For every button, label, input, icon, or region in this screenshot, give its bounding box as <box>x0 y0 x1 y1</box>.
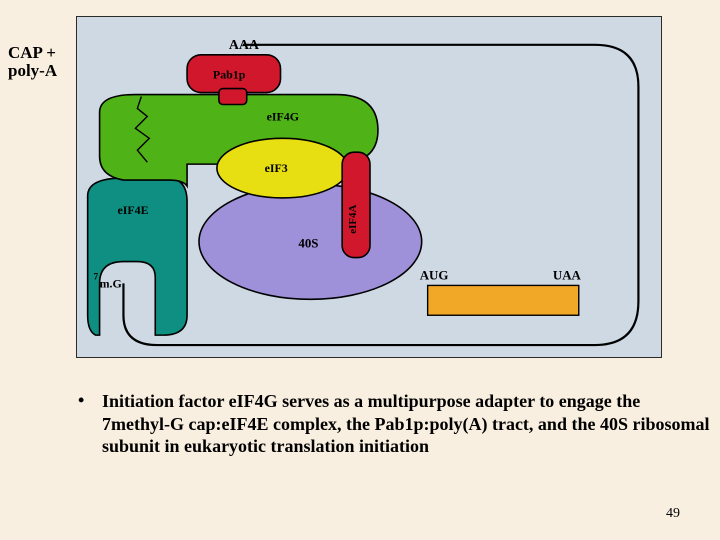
diagram-panel: AAA 7m.G AUG UAA eIF4E eIF4G eIF3 Pab1p 40S eIF4A <box>76 16 662 358</box>
diagram-svg: AAA 7m.G AUG UAA eIF4E eIF4G eIF3 Pab1p 40S eIF4A <box>77 17 661 357</box>
svg-text:Pab1p: Pab1p <box>213 68 246 82</box>
cap-polya-label: CAP + poly-A <box>8 44 57 80</box>
caption-bullet: • <box>78 390 84 411</box>
svg-text:m.G: m.G <box>100 276 122 290</box>
caption-text: Initiation factor eIF4G serves as a mult… <box>102 390 712 458</box>
svg-text:eIF4E: eIF4E <box>117 203 148 217</box>
cap-polya-line2: poly-A <box>8 61 57 80</box>
cap-polya-line1: CAP + <box>8 43 56 62</box>
svg-text:40S: 40S <box>298 236 318 251</box>
svg-text:eIF3: eIF3 <box>265 161 288 175</box>
svg-text:eIF4A: eIF4A <box>347 204 359 233</box>
svg-text:UAA: UAA <box>553 267 582 282</box>
svg-text:AAA: AAA <box>229 38 259 53</box>
svg-text:eIF4G: eIF4G <box>267 109 299 123</box>
svg-text:AUG: AUG <box>420 267 449 282</box>
page-number: 49 <box>666 506 680 522</box>
svg-text:7: 7 <box>94 271 99 281</box>
